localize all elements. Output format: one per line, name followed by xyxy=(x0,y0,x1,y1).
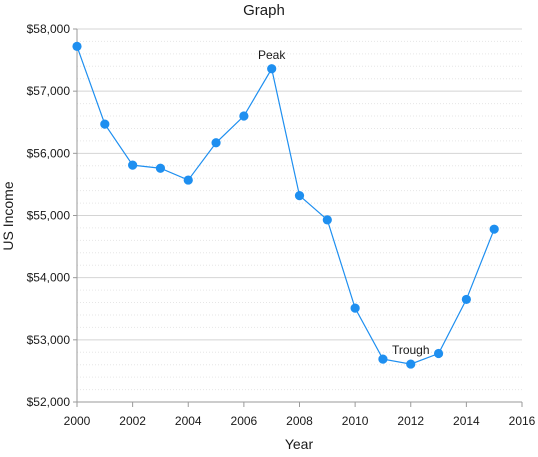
data-point xyxy=(155,163,166,173)
data-point xyxy=(183,175,193,185)
data-point xyxy=(433,348,444,359)
annotation-label: Trough xyxy=(392,343,430,357)
series-line xyxy=(76,46,495,365)
annotations: Peak Trough xyxy=(258,48,430,357)
data-point xyxy=(100,119,110,129)
data-point xyxy=(322,215,332,225)
axes xyxy=(73,28,523,407)
y-tick-label: $55,000 xyxy=(27,209,71,223)
data-point xyxy=(72,41,82,52)
x-tick-label: 2014 xyxy=(453,414,480,428)
chart-title: Graph xyxy=(243,2,285,19)
data-point xyxy=(406,359,416,369)
x-tick-label: 2006 xyxy=(231,414,258,428)
y-axis-label: US Income xyxy=(0,181,16,250)
data-point xyxy=(378,354,388,364)
gridlines xyxy=(77,28,522,403)
x-tick-label: 2002 xyxy=(119,414,146,428)
y-tick-label: $57,000 xyxy=(27,84,71,98)
y-tick-label: $56,000 xyxy=(27,146,71,160)
annotation-label: Peak xyxy=(258,48,286,62)
x-axis-label: Year xyxy=(285,436,314,452)
y-tick-label: $58,000 xyxy=(27,22,71,36)
x-tick-label: 2010 xyxy=(342,414,369,428)
x-tick-label: 2004 xyxy=(175,414,202,428)
x-tick-label: 2012 xyxy=(397,414,424,428)
x-tick-label: 2008 xyxy=(286,414,313,428)
y-tick-label: $54,000 xyxy=(27,271,71,285)
x-tick-label: 2000 xyxy=(64,414,91,428)
data-point xyxy=(211,138,221,148)
data-point xyxy=(128,160,138,170)
data-point xyxy=(294,191,305,201)
data-point xyxy=(267,64,277,74)
y-tick-label: $52,000 xyxy=(27,395,71,409)
tick-labels: $52,000 $53,000 $54,000 $55,000 $56,000 $57,0… xyxy=(27,22,536,428)
data-points xyxy=(72,41,499,369)
y-tick-label: $53,000 xyxy=(27,333,71,347)
data-point xyxy=(461,294,471,305)
data-point xyxy=(350,303,360,313)
x-tick-label: 2016 xyxy=(509,414,536,428)
data-point xyxy=(239,111,249,121)
data-point xyxy=(489,224,499,234)
